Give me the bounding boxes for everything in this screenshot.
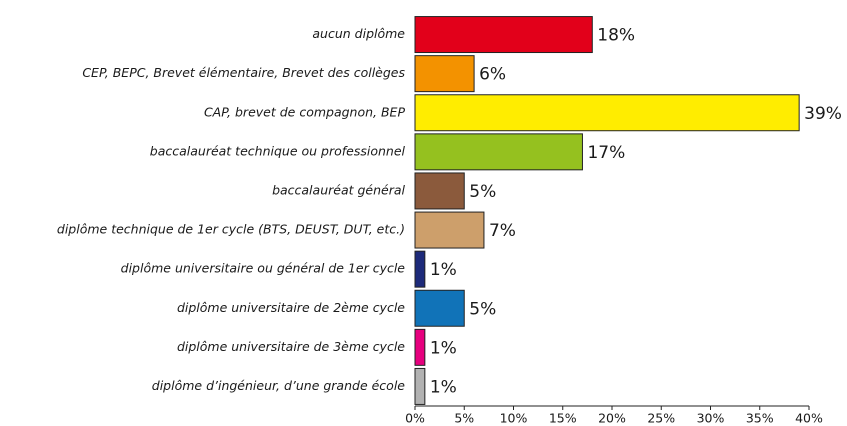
bar	[414, 133, 583, 171]
category-label: diplôme universitaire de 2ème cycle	[177, 300, 405, 315]
bar	[414, 172, 465, 210]
value-label: 17%	[587, 143, 625, 163]
bar	[414, 211, 485, 249]
category-label: CEP, BEPC, Brevet élémentaire, Brevet de…	[82, 65, 405, 80]
category-label: baccalauréat technique ou professionnel	[150, 143, 406, 158]
bar	[414, 367, 426, 405]
value-label: 39%	[804, 104, 842, 124]
category-label: diplôme technique de 1er cycle (BTS, DEU…	[57, 222, 405, 237]
value-label: 5%	[469, 299, 496, 319]
x-tick-label: 10%	[500, 411, 528, 426]
x-tick-label: 25%	[647, 411, 675, 426]
value-label: 7%	[489, 221, 516, 241]
category-label: aucun diplôme	[312, 26, 405, 41]
x-tick-label: 40%	[795, 411, 823, 426]
value-label: 1%	[430, 260, 457, 280]
x-tick-label: 15%	[549, 411, 577, 426]
x-tick-label: 20%	[598, 411, 626, 426]
value-label: 1%	[430, 377, 457, 397]
value-label: 1%	[430, 338, 457, 358]
bar	[414, 328, 426, 366]
value-label: 6%	[479, 65, 506, 85]
bar	[414, 16, 593, 54]
bar	[414, 55, 475, 93]
category-label: diplôme universitaire de 3ème cycle	[177, 339, 405, 354]
bar	[414, 250, 426, 288]
category-label: diplôme d’ingénieur, d’une grande école	[152, 378, 406, 393]
category-label: baccalauréat général	[272, 182, 405, 197]
category-label: diplôme universitaire ou général de 1er …	[121, 261, 406, 276]
x-tick-label: 0%	[405, 411, 425, 426]
x-tick-label: 5%	[454, 411, 474, 426]
value-label: 18%	[597, 26, 635, 46]
x-tick-label: 30%	[697, 411, 725, 426]
x-tick-label: 35%	[746, 411, 774, 426]
bar	[414, 289, 465, 327]
bar	[414, 94, 800, 132]
category-label: CAP, brevet de compagnon, BEP	[204, 104, 406, 119]
value-label: 5%	[469, 182, 496, 202]
